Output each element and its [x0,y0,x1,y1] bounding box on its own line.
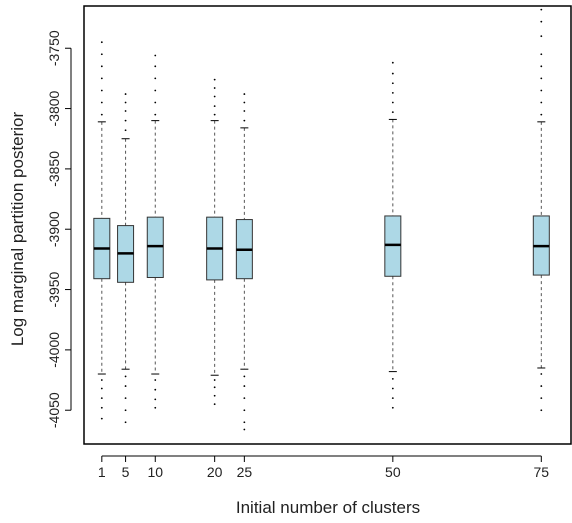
box-10-outlier-5 [154,54,157,57]
box-10-outlier-8 [154,398,157,401]
box-75-outlier-9 [540,373,543,375]
box-1-outlier-0 [100,113,103,116]
box-25-outlier-1 [243,110,246,112]
box-20-outlier-2 [213,95,216,98]
box-5-outlier-8 [124,409,127,412]
y-tick-label--3750: -3750 [46,30,62,66]
y-tick-label--4000: -4000 [46,332,62,368]
box-5-outlier-6 [124,385,127,387]
box-20-outlier-7 [213,394,216,397]
box-25-outlier-8 [243,421,246,424]
box-5-outlier-1 [124,119,127,122]
box-5-outlier-7 [124,397,127,400]
box-50-outlier-5 [391,61,394,64]
box-1-outlier-11 [100,417,103,420]
x-tick-label-5: 5 [122,464,130,480]
box-50-outlier-6 [391,377,394,380]
box-50-outlier-7 [391,387,394,390]
plot-frame [83,5,572,445]
box-50-outlier-2 [391,91,394,94]
box-75-outlier-10 [540,385,543,387]
box-5-outlier-5 [124,375,127,378]
y-tick-label--3800: -3800 [46,90,62,126]
box-75-outlier-4 [540,65,543,68]
box-1-outlier-3 [100,77,103,80]
box-1-outlier-8 [100,387,103,390]
box-75-outlier-2 [540,89,543,92]
box-20-outlier-1 [213,105,216,108]
box-50-outlier-4 [391,72,394,75]
box-75-outlier-8 [540,8,543,11]
box-10-outlier-9 [154,406,157,409]
x-tick-label-1: 1 [98,464,106,480]
box-50-outlier-3 [391,82,394,85]
x-tick-label-25: 25 [237,464,253,480]
x-axis-title: Initial number of clusters [236,498,420,517]
box-10-outlier-4 [154,65,157,68]
box-75-outlier-3 [540,77,543,80]
x-tick-label-20: 20 [207,464,223,480]
box-25-outlier-7 [243,409,246,412]
box-10-outlier-3 [154,77,157,80]
box-25-outlier-2 [243,101,246,104]
box-75-outlier-0 [540,113,543,116]
box-5-outlier-2 [124,110,127,112]
box-1-outlier-10 [100,406,103,409]
y-tick-label--3850: -3850 [46,151,62,187]
x-tick-label-75: 75 [534,464,550,480]
box-75-outlier-1 [540,101,543,104]
box-75-outlier-11 [540,397,543,400]
box-50-outlier-8 [391,397,394,400]
box-1-outlier-6 [100,41,103,44]
box-1-outlier-7 [100,379,103,381]
box-1-outlier-4 [100,65,103,68]
y-axis-title: Log marginal partition posterior [8,111,27,346]
y-tick-label--3900: -3900 [46,211,62,247]
box-25-outlier-4 [243,375,246,378]
box-5-outlier-0 [124,129,127,132]
box-25-outlier-9 [243,428,246,431]
box-1-outlier-2 [100,89,103,92]
box-75-outlier-7 [540,20,543,23]
box-20-outlier-5 [213,379,216,381]
x-tick-label-10: 10 [147,464,163,480]
box-5-outlier-4 [124,93,127,95]
box-75-outlier-12 [540,409,543,412]
box-50-outlier-0 [391,111,394,114]
box-10-outlier-1 [154,101,157,104]
box-50-outlier-9 [391,406,394,409]
box-20-outlier-4 [213,78,216,81]
box-20-outlier-8 [213,403,216,406]
box-25-outlier-3 [243,93,246,95]
box-5-outlier-3 [124,101,127,104]
y-tick-label--3950: -3950 [46,271,62,307]
box-5-outlier-9 [124,421,127,424]
box-20-outlier-6 [213,386,216,389]
box-10-outlier-7 [154,388,157,391]
box-25-outlier-6 [243,397,246,400]
y-tick-label--4050: -4050 [46,392,62,428]
box-10-outlier-2 [154,89,157,92]
box-1-outlier-1 [100,101,103,104]
box-20-outlier-3 [213,87,216,89]
box-1-outlier-5 [100,53,103,56]
box-25-outlier-5 [243,385,246,387]
box-20-outlier-0 [213,113,216,116]
box-75-outlier-6 [540,35,543,38]
box-75-outlier-5 [540,53,543,56]
box-1-outlier-9 [100,397,103,400]
box-25-outlier-0 [243,119,246,122]
box-10-outlier-6 [154,379,157,381]
box-10-outlier-0 [154,113,157,116]
x-tick-label-50: 50 [385,464,401,480]
box-50-outlier-1 [391,101,394,104]
